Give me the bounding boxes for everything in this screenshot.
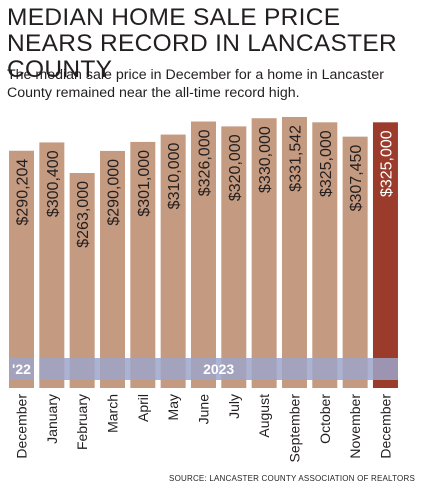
year-band-label: 2023 — [203, 361, 234, 377]
bar — [160, 134, 186, 388]
bar — [312, 122, 338, 388]
bar — [221, 126, 247, 389]
bar-value-label: $307,450 — [348, 145, 365, 212]
bar-value-label: $300,400 — [45, 150, 62, 217]
bar — [251, 118, 277, 388]
bar — [190, 121, 216, 389]
bar-value-label: $301,000 — [136, 150, 153, 217]
year-band-group: '22 2023 — [9, 358, 398, 380]
bar-value-label: $325,000 — [378, 130, 395, 197]
year-band — [9, 358, 34, 380]
bar-value-label: $310,000 — [166, 142, 183, 209]
bar — [130, 141, 156, 388]
category-label: June — [195, 394, 211, 425]
bar-value-label: $325,000 — [318, 130, 335, 197]
category-label: December — [377, 394, 393, 459]
bar — [9, 150, 34, 388]
bar-value-label: $326,000 — [196, 129, 213, 196]
category-label: July — [226, 394, 242, 419]
category-label: November — [347, 394, 363, 459]
value-labels-group: $290,204 $300,400 $263,000 $290,000 $301,000… — [15, 125, 396, 248]
bar-value-label: $263,000 — [75, 181, 92, 248]
bar-value-label: $290,000 — [105, 159, 122, 226]
bar — [39, 142, 65, 388]
category-label: August — [256, 394, 272, 438]
bar-value-label: $331,542 — [287, 125, 304, 192]
category-label: May — [165, 394, 181, 420]
source-note: SOURCE: LANCASTER COUNTY ASSOCIATION OF … — [169, 474, 415, 483]
year-band-label: '22 — [12, 361, 31, 377]
bar — [342, 136, 368, 388]
bar-value-label: $290,204 — [15, 159, 32, 226]
category-label: March — [104, 394, 120, 433]
bar — [372, 122, 398, 388]
category-label: January — [44, 394, 60, 444]
chart-title: MEDIAN HOME SALE PRICE NEARS RECORD IN L… — [7, 4, 398, 83]
category-label: December — [14, 394, 30, 459]
bars-group — [9, 116, 398, 389]
category-label: February — [74, 394, 90, 450]
year-band — [39, 358, 398, 380]
chart-subtitle: The median sale price in December for a … — [7, 67, 384, 101]
bar-value-label: $320,000 — [227, 134, 244, 201]
category-labels-group: December January February March April May June… — [14, 394, 394, 463]
bar — [281, 116, 307, 388]
category-label: October — [317, 394, 333, 444]
bar — [99, 150, 125, 388]
category-label: April — [135, 394, 151, 422]
category-label: September — [286, 394, 302, 463]
bar-value-label: $330,000 — [257, 126, 274, 193]
bar — [69, 172, 95, 388]
